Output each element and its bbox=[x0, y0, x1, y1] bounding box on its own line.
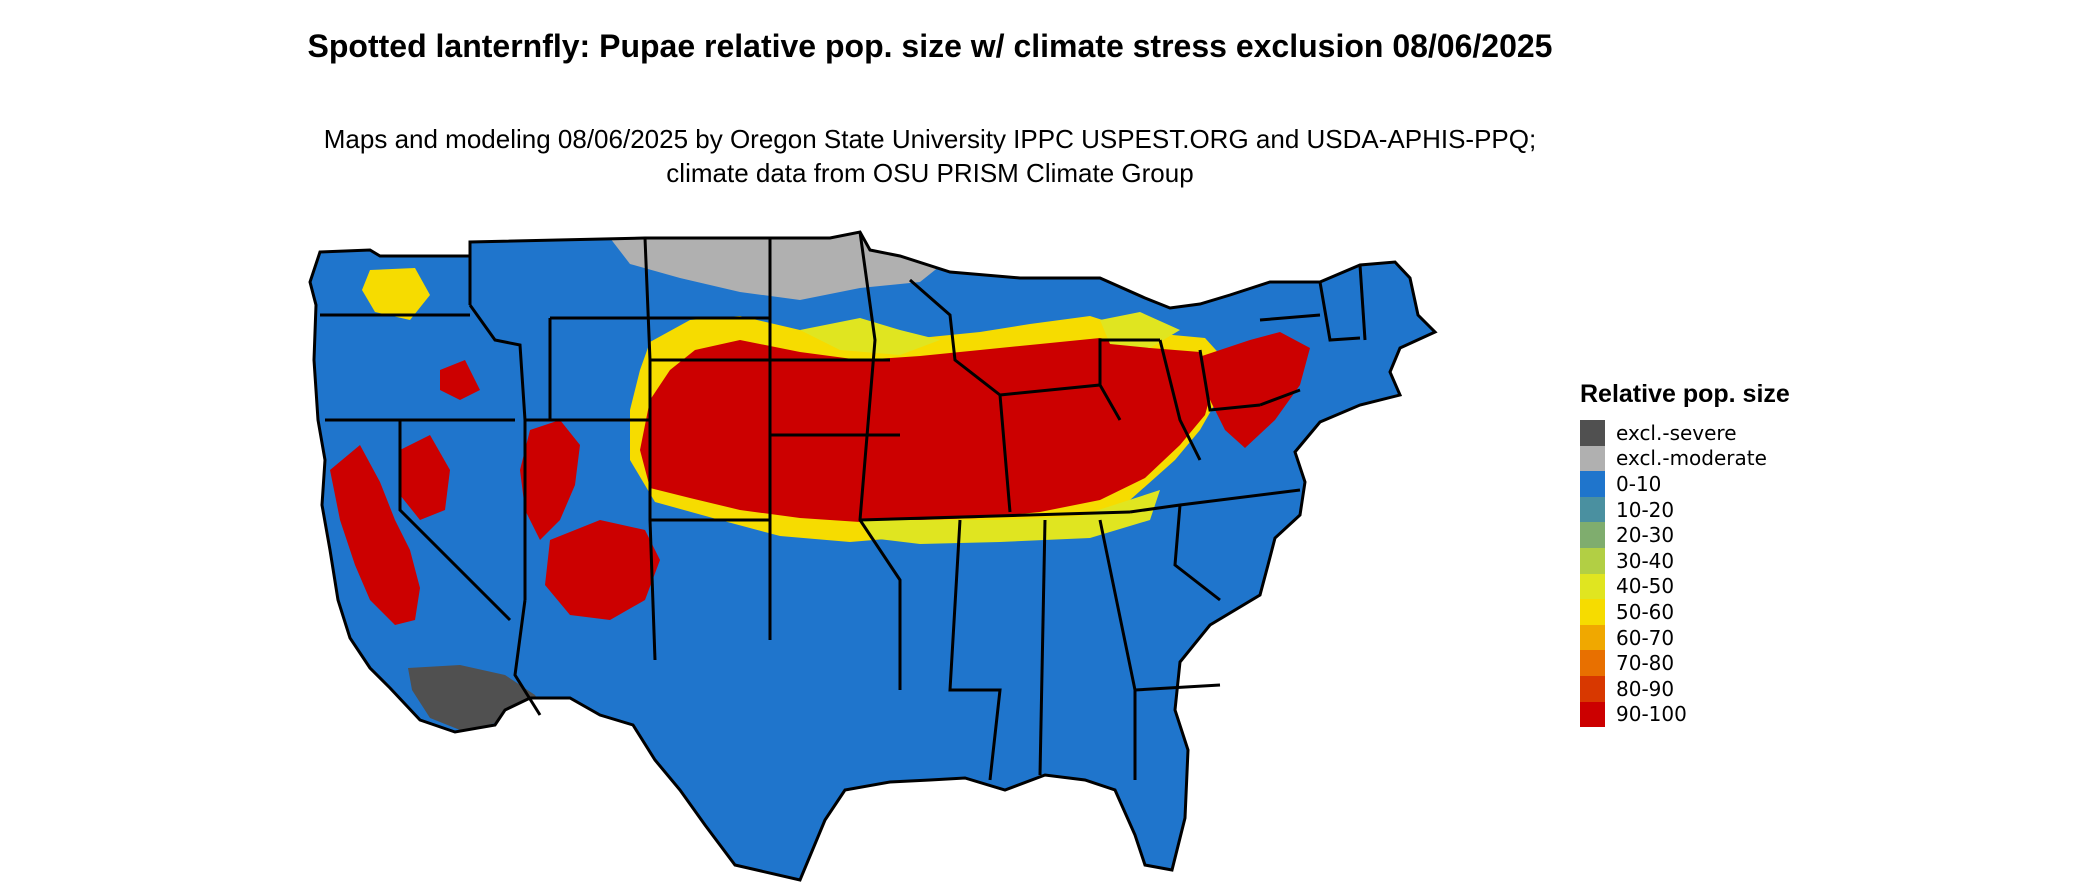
high-pop-core-red bbox=[640, 338, 1215, 522]
legend-item: 90-100 bbox=[1580, 701, 1767, 728]
legend-label: 20-30 bbox=[1616, 523, 1675, 548]
legend-label: excl.-severe bbox=[1616, 420, 1737, 445]
legend-label: excl.-moderate bbox=[1616, 446, 1767, 471]
legend-label: 40-50 bbox=[1616, 574, 1675, 599]
legend-swatch bbox=[1580, 445, 1605, 472]
legend-item: 10-20 bbox=[1580, 496, 1767, 523]
high-pop-west-red bbox=[330, 445, 420, 625]
legend-item: 70-80 bbox=[1580, 650, 1767, 676]
legend-item: 0-10 bbox=[1580, 471, 1767, 497]
legend-item: 50-60 bbox=[1580, 599, 1767, 625]
legend-swatch bbox=[1580, 522, 1605, 548]
legend-swatch bbox=[1580, 599, 1605, 625]
legend-label: 90-100 bbox=[1616, 702, 1687, 727]
high-pop-great-basin-red bbox=[520, 420, 580, 540]
legend-item: excl.-moderate bbox=[1580, 445, 1767, 472]
population-overlay bbox=[330, 232, 1310, 732]
legend-swatch bbox=[1580, 624, 1605, 651]
map-subtitle: Maps and modeling 08/06/2025 by Oregon S… bbox=[300, 122, 1560, 190]
legend-label: 80-90 bbox=[1616, 676, 1675, 701]
map-subtitle-text: Maps and modeling 08/06/2025 by Oregon S… bbox=[323, 124, 1537, 188]
legend-label: 30-40 bbox=[1616, 548, 1675, 573]
legend-swatch bbox=[1580, 650, 1605, 676]
excl-moderate-north-region bbox=[610, 232, 940, 300]
legend-item: excl.-severe bbox=[1580, 420, 1767, 446]
map-title-text: Spotted lanternfly: Pupae relative pop. … bbox=[307, 28, 1553, 64]
us-population-map bbox=[308, 230, 1437, 882]
legend-swatch bbox=[1580, 496, 1605, 523]
high-pop-idaho-red bbox=[440, 360, 480, 400]
legend: Relative pop. size excl.-severe excl.-mod… bbox=[1580, 380, 1880, 740]
legend-label: 70-80 bbox=[1616, 651, 1675, 676]
legend-item: 30-40 bbox=[1580, 547, 1767, 574]
legend-swatch bbox=[1580, 547, 1605, 574]
legend-label: 10-20 bbox=[1616, 497, 1675, 522]
legend-item: 60-70 bbox=[1580, 624, 1767, 651]
transition-south-yellow bbox=[860, 490, 1160, 544]
legend-title: Relative pop. size bbox=[1580, 380, 1790, 408]
legend-label: 0-10 bbox=[1616, 471, 1662, 496]
map-title: Spotted lanternfly: Pupae relative pop. … bbox=[300, 26, 1560, 66]
high-pop-southwest-red bbox=[545, 520, 660, 620]
legend-label: 50-60 bbox=[1616, 599, 1675, 624]
legend-swatch bbox=[1580, 675, 1605, 702]
legend-swatch bbox=[1580, 701, 1605, 728]
transition-northwest-yellow bbox=[362, 268, 430, 320]
high-pop-nevada-red bbox=[400, 435, 450, 520]
legend-swatch bbox=[1580, 420, 1605, 446]
transition-northern-plains-yellow bbox=[800, 318, 940, 355]
high-pop-northeast-red bbox=[1190, 332, 1310, 448]
legend-label: 60-70 bbox=[1616, 625, 1675, 650]
state-boundaries bbox=[308, 230, 1437, 882]
legend-item: 20-30 bbox=[1580, 522, 1767, 548]
legend-item: 80-90 bbox=[1580, 675, 1767, 702]
legend-swatch bbox=[1580, 573, 1605, 600]
legend-item: 40-50 bbox=[1580, 573, 1767, 600]
legend-items: excl.-severe excl.-moderate 0-10 10-20 20-30… bbox=[1580, 420, 1767, 728]
legend-swatch bbox=[1580, 471, 1605, 497]
